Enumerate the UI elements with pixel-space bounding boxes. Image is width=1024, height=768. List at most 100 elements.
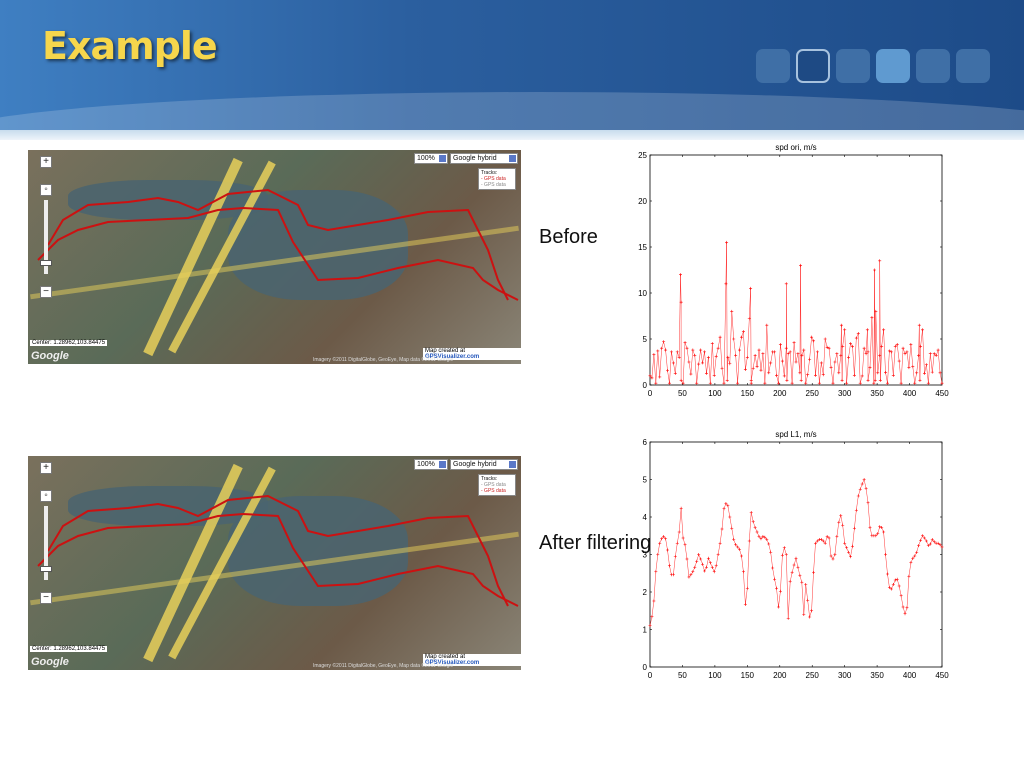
pan-button[interactable]: ◦: [40, 184, 52, 196]
map-before[interactable]: + ◦ − 100% Google hybrid Tracks: - GPS d…: [28, 150, 521, 364]
data-point: [839, 354, 843, 358]
data-point: [919, 538, 923, 542]
data-point: [689, 573, 693, 577]
data-point: [667, 564, 671, 568]
data-point: [823, 337, 827, 341]
data-point: [730, 526, 734, 530]
map-credit[interactable]: Map created at GPSVisualizer.com: [423, 348, 521, 360]
data-point: [701, 562, 705, 566]
data-point: [915, 550, 919, 554]
zoom-slider-knob[interactable]: [40, 566, 52, 572]
zoom-slider-track[interactable]: [44, 200, 48, 274]
data-point: [862, 346, 866, 350]
data-point: [648, 374, 652, 378]
data-point: [662, 535, 666, 538]
data-point: [845, 381, 849, 385]
data-point: [753, 526, 757, 529]
data-point: [821, 373, 825, 377]
data-point: [884, 553, 888, 556]
data-point: [693, 354, 697, 358]
data-point: [874, 534, 878, 538]
data-point: [681, 536, 685, 540]
data-point: [730, 309, 734, 313]
data-point: [829, 365, 833, 369]
y-tick-label: 5: [643, 476, 648, 485]
data-point: [804, 583, 808, 586]
data-point: [799, 263, 803, 267]
data-point: [701, 361, 705, 365]
zoom-in-button[interactable]: +: [40, 462, 52, 474]
tracks-legend-item[interactable]: - GPS data: [481, 488, 506, 494]
data-point: [850, 544, 854, 548]
data-point: [757, 535, 761, 538]
zoom-in-button[interactable]: +: [40, 156, 52, 168]
zoom-level-select[interactable]: 100%: [414, 459, 448, 470]
google-logo: Google: [31, 656, 69, 668]
data-point: [775, 586, 779, 590]
x-tick-label: 350: [870, 389, 884, 398]
zoom-slider-track[interactable]: [44, 506, 48, 580]
map-type-select[interactable]: Google hybrid: [450, 459, 518, 470]
data-point: [930, 370, 934, 374]
tracks-legend[interactable]: Tracks: - GPS data - GPS data: [478, 474, 516, 496]
plot-frame: [649, 154, 943, 386]
zoom-out-button[interactable]: −: [40, 592, 52, 604]
data-point: [656, 553, 660, 556]
data-point: [736, 381, 740, 385]
data-point: [917, 354, 921, 358]
data-point: [654, 381, 658, 385]
x-tick-label: 50: [678, 671, 687, 680]
data-point: [697, 362, 701, 366]
plot-frame: [649, 441, 943, 668]
google-logo: Google: [31, 350, 69, 362]
data-point: [885, 572, 889, 576]
chevron-down-icon: [509, 461, 516, 468]
data-point: [924, 363, 928, 367]
zoom-slider-knob[interactable]: [40, 260, 52, 266]
tracks-legend-item[interactable]: - GPS data: [481, 482, 506, 488]
map-after[interactable]: + ◦ − 100% Google hybrid Tracks: - GPS d…: [28, 456, 521, 670]
data-point: [712, 570, 716, 574]
data-point: [706, 556, 710, 560]
map-credit-site[interactable]: GPSVisualizer.com: [425, 660, 480, 666]
data-point: [852, 526, 856, 530]
chevron-down-icon: [439, 461, 446, 468]
map-credit-site[interactable]: GPSVisualizer.com: [425, 354, 480, 360]
data-point: [784, 282, 788, 286]
data-point: [725, 240, 729, 244]
pan-button[interactable]: ◦: [40, 490, 52, 502]
data-point: [673, 555, 677, 559]
y-tick-label: 0: [643, 381, 648, 390]
tracks-legend-item[interactable]: - GPS data: [481, 182, 506, 188]
data-point: [790, 381, 794, 385]
data-point: [917, 323, 921, 327]
tracks-legend[interactable]: Tracks: - GPS data - GPS data: [478, 168, 516, 190]
data-point: [714, 354, 718, 358]
data-point: [695, 381, 699, 385]
map-type-select[interactable]: Google hybrid: [450, 153, 518, 164]
tracks-legend-item[interactable]: - GPS data: [481, 176, 506, 182]
data-point: [808, 357, 812, 361]
data-point: [878, 259, 882, 263]
data-point: [845, 546, 849, 550]
data-point: [769, 361, 773, 365]
data-point: [815, 539, 819, 543]
data-point: [767, 371, 771, 375]
data-point: [806, 598, 810, 602]
data-point: [708, 381, 712, 385]
data-point: [679, 300, 683, 304]
data-point: [776, 605, 780, 609]
zoom-control[interactable]: + ◦ −: [40, 156, 52, 298]
y-tick-label: 15: [638, 243, 647, 252]
zoom-out-button[interactable]: −: [40, 286, 52, 298]
data-point: [671, 361, 675, 365]
data-point: [874, 309, 878, 313]
map-credit[interactable]: Map created at GPSVisualizer.com: [423, 654, 521, 666]
data-point: [786, 616, 790, 620]
y-tick-label: 6: [643, 438, 648, 447]
data-point: [745, 586, 749, 590]
zoom-control[interactable]: + ◦ −: [40, 462, 52, 604]
data-point: [924, 539, 928, 543]
data-point: [743, 603, 747, 606]
zoom-level-select[interactable]: 100%: [414, 153, 448, 164]
